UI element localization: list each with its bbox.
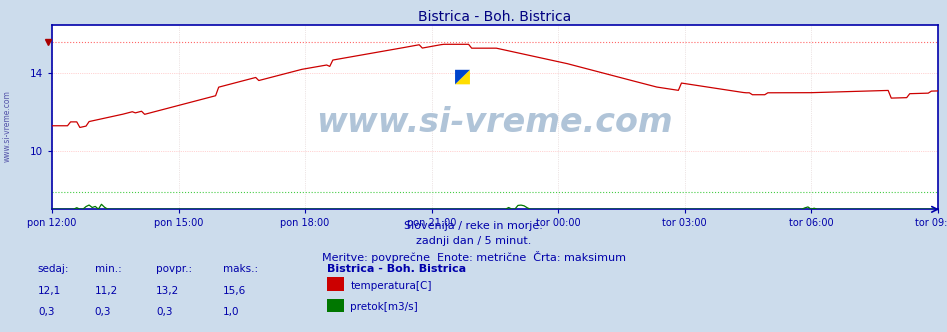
Text: Slovenija / reke in morje.: Slovenija / reke in morje. <box>404 221 543 231</box>
Text: www.si-vreme.com: www.si-vreme.com <box>3 90 12 162</box>
Text: zadnji dan / 5 minut.: zadnji dan / 5 minut. <box>416 236 531 246</box>
Text: 0,3: 0,3 <box>156 307 172 317</box>
Text: maks.:: maks.: <box>223 264 258 274</box>
Text: 12,1: 12,1 <box>38 286 62 295</box>
Text: 13,2: 13,2 <box>156 286 180 295</box>
Text: 0,3: 0,3 <box>95 307 111 317</box>
Text: povpr.:: povpr.: <box>156 264 192 274</box>
Text: www.si-vreme.com: www.si-vreme.com <box>316 106 673 139</box>
Text: min.:: min.: <box>95 264 121 274</box>
Text: ◤: ◤ <box>455 67 470 86</box>
Text: Bistrica - Boh. Bistrica: Bistrica - Boh. Bistrica <box>327 264 466 274</box>
Text: ◢: ◢ <box>455 67 470 86</box>
Text: pretok[m3/s]: pretok[m3/s] <box>350 302 419 312</box>
Text: 11,2: 11,2 <box>95 286 118 295</box>
Text: sedaj:: sedaj: <box>38 264 69 274</box>
Text: 1,0: 1,0 <box>223 307 239 317</box>
Text: temperatura[C]: temperatura[C] <box>350 281 432 290</box>
Text: Meritve: povprečne  Enote: metrične  Črta: maksimum: Meritve: povprečne Enote: metrične Črta:… <box>321 251 626 263</box>
Text: 0,3: 0,3 <box>38 307 54 317</box>
Title: Bistrica - Boh. Bistrica: Bistrica - Boh. Bistrica <box>419 10 571 24</box>
Text: 15,6: 15,6 <box>223 286 246 295</box>
